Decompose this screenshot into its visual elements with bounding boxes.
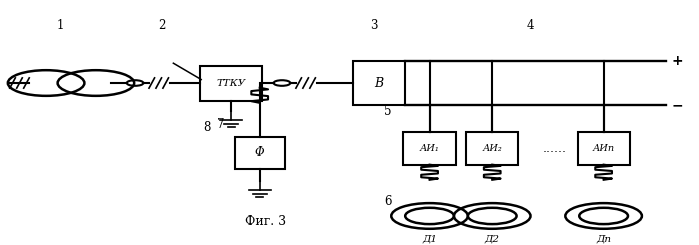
Text: В: В [375,76,384,89]
FancyBboxPatch shape [403,132,456,165]
Text: Φ: Φ [255,147,264,159]
Text: ТТКУ: ТТКУ [217,78,246,87]
Text: АИп: АИп [593,144,614,153]
FancyBboxPatch shape [353,61,405,105]
Text: 1: 1 [57,19,64,32]
Text: ......: ...... [543,142,567,155]
FancyBboxPatch shape [200,65,262,100]
Text: АИ₁: АИ₁ [419,144,440,153]
Text: Д2: Д2 [484,235,500,244]
Text: Дп: Дп [596,235,611,244]
Text: Д1: Д1 [422,235,437,244]
Text: Фиг. 3: Фиг. 3 [245,215,287,228]
Text: 5: 5 [384,105,391,118]
Text: −: − [672,98,684,112]
Text: 6: 6 [384,196,391,208]
FancyBboxPatch shape [466,132,519,165]
FancyBboxPatch shape [577,132,630,165]
Text: 3: 3 [370,19,377,32]
Text: 4: 4 [527,19,534,32]
FancyBboxPatch shape [235,137,284,169]
Text: 8: 8 [203,121,210,134]
Text: АИ₂: АИ₂ [482,144,502,153]
Text: 7: 7 [217,119,224,132]
Text: 2: 2 [158,19,165,32]
Text: +: + [672,54,684,68]
